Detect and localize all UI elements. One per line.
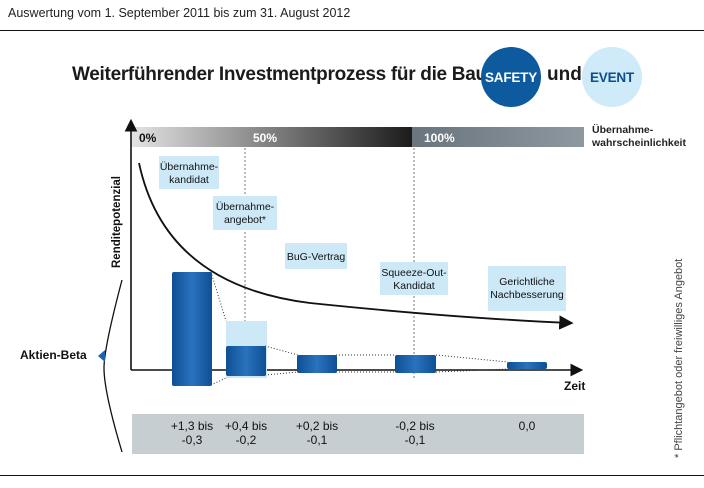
takeover-probability-bar <box>132 127 584 147</box>
svg-text:Übernahme-angebot*: Übernahme-angebot* <box>216 201 275 226</box>
probability-label-100: 100% <box>424 131 455 145</box>
beta-range-band <box>132 414 584 454</box>
stage-label-5: Gerichtliche Nachbesserung <box>488 266 566 311</box>
return-potential-curve <box>138 162 574 330</box>
beta-pointer-icon <box>98 350 105 362</box>
stage-label-2: Übernahme-angebot* <box>213 196 277 230</box>
probability-label-50: 50% <box>253 131 277 145</box>
report-period-header: Auswertung vom 1. September 2011 bis zum… <box>8 6 351 20</box>
footnote: * Pflichtangebot oder freiwilliges Angeb… <box>673 258 685 458</box>
page-title: Weiterführender Investmentprozess für di… <box>72 64 540 85</box>
stage-label-1: Übernahme-kandidat <box>159 156 219 189</box>
connector-1-2-top <box>210 271 227 322</box>
svg-text:BuG-Vertrag: BuG-Vertrag <box>287 251 346 263</box>
beta-box-4 <box>395 355 436 373</box>
probability-caption: Übernahme-wahrscheinlichkeit <box>591 123 686 149</box>
title-connector: und <box>547 64 582 85</box>
stage-label-3: BuG-Vertrag <box>285 243 347 269</box>
x-axis-label: Zeit <box>564 379 585 393</box>
beta-value-3: +0,2 bis -0,1 <box>296 419 338 447</box>
beta-value-5: 0,0 <box>519 419 536 433</box>
beta-value-1: +1,3 bis -0,3 <box>171 419 213 447</box>
stage-label-4: Squeeze-Out-Kandidat <box>380 262 448 295</box>
aktien-beta-label: Aktien-Beta <box>20 348 87 362</box>
event-badge: EVENT <box>582 47 642 107</box>
svg-text:Squeeze-Out-Kandidat: Squeeze-Out-Kandidat <box>381 267 447 292</box>
beta-box-3 <box>297 355 337 373</box>
connector-2-3-bottom <box>264 371 299 376</box>
safety-badge: SAFETY <box>481 47 541 107</box>
y-axis-label: Renditepotenzial <box>111 176 123 268</box>
svg-text:Übernahme-kandidat: Übernahme-kandidat <box>160 161 219 186</box>
beta-box-1 <box>172 272 212 386</box>
connector-2-3-top <box>264 345 299 356</box>
top-rule <box>0 30 704 31</box>
beta-value-2: +0,4 bis -0,2 <box>225 419 267 447</box>
beta-value-4: -0,2 bis -0,1 <box>395 419 434 447</box>
connector-1-2-bottom <box>210 377 227 386</box>
connector-4-5-bottom <box>435 368 509 373</box>
beta-bracket <box>103 279 123 453</box>
bottom-rule <box>0 475 704 476</box>
beta-box-5 <box>507 362 547 369</box>
connector-4-5-top <box>435 354 509 363</box>
beta-box-2 <box>226 346 266 376</box>
probability-label-0: 0% <box>139 131 157 145</box>
